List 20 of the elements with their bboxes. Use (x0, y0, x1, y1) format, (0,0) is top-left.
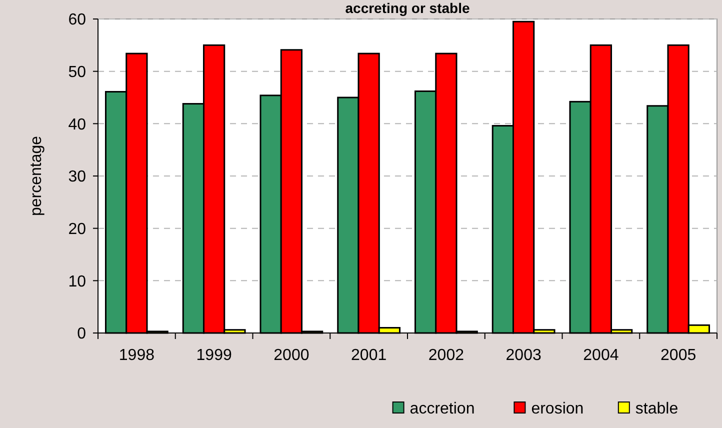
y-tick-label: 60 (68, 12, 86, 29)
chart-title: accreting or stable (345, 0, 470, 16)
x-tick-label: 1998 (118, 347, 155, 364)
x-tick-label: 2002 (428, 347, 464, 364)
y-axis-title: percentage (28, 136, 45, 216)
x-tick-label: 2004 (583, 347, 619, 364)
y-tick-label: 20 (68, 220, 86, 238)
y-tick-label: 30 (68, 168, 86, 186)
x-tick-label: 2001 (351, 347, 387, 364)
x-tick-label: 2000 (274, 347, 310, 364)
x-tick-label: 1999 (196, 347, 232, 364)
y-tick-label: 10 (68, 273, 86, 290)
y-tick-label: 40 (68, 116, 86, 134)
y-tick-label: 0 (77, 326, 86, 343)
y-tick-label: 50 (68, 64, 86, 81)
x-tick-label: 2005 (660, 347, 696, 364)
legend-label: erosion (531, 400, 584, 418)
legend-label: accretion (410, 400, 475, 418)
legend-label: stable (635, 400, 678, 418)
x-tick-label: 2003 (506, 347, 542, 364)
